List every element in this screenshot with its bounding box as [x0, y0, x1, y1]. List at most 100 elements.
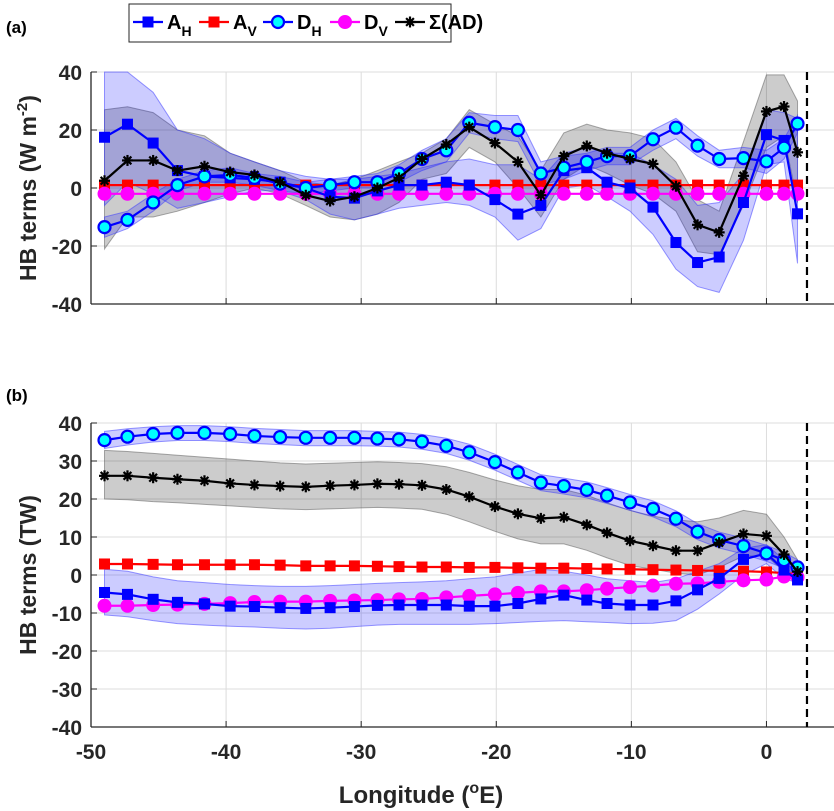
data-point-sum: [601, 527, 613, 539]
data-point-dh: [579, 482, 594, 497]
data-point-sum: [792, 566, 804, 578]
legend-item-dv[interactable]: DV: [330, 12, 388, 39]
data-point-dh: [690, 524, 705, 539]
data-point-dh: [690, 138, 705, 153]
data-point-sum: [416, 153, 428, 165]
data-point-ah: [670, 595, 682, 607]
data-point-av: [121, 179, 133, 191]
data-point-sum: [489, 137, 501, 149]
y-tick-label: -40: [52, 294, 82, 317]
series-dv: [97, 186, 805, 201]
data-point-sum: [778, 548, 790, 560]
data-point-ah: [489, 600, 501, 612]
data-point-av: [535, 562, 547, 574]
data-point-sum: [171, 473, 183, 485]
data-point-dh: [370, 431, 385, 446]
data-point-sum: [670, 545, 682, 557]
data-point-ah: [713, 572, 725, 584]
data-point-av: [760, 179, 772, 191]
data-point-dh: [487, 455, 503, 470]
series-a: [97, 101, 805, 269]
data-point-av: [737, 565, 749, 577]
data-point-av: [224, 559, 236, 571]
legend-marker-dh: [270, 14, 286, 30]
data-point-dh: [273, 429, 288, 445]
legend-label: Σ(AD): [429, 12, 483, 34]
data-point-sum: [512, 156, 524, 168]
data-point-sum: [463, 121, 475, 133]
data-point-dh: [736, 539, 751, 554]
data-point-dh: [712, 151, 727, 167]
data-point-dv: [223, 186, 238, 201]
legend-item-ah[interactable]: AH: [133, 12, 192, 39]
data-point-dh: [645, 132, 661, 147]
data-point-sum: [324, 480, 336, 492]
data-point-ah: [198, 598, 210, 610]
data-point-av: [440, 561, 452, 573]
series-sum: [99, 470, 804, 578]
data-point-av: [713, 565, 725, 577]
data-point-sum: [198, 475, 210, 487]
data-point-ah: [393, 179, 405, 191]
legend-item-dh[interactable]: DH: [263, 12, 322, 39]
data-point-av: [581, 179, 593, 191]
data-point-sum: [760, 530, 772, 542]
data-point-dh: [759, 546, 774, 561]
data-point-sum: [440, 139, 452, 150]
data-point-sum: [760, 105, 772, 117]
data-point-dh: [556, 478, 571, 494]
data-point-dv: [439, 186, 454, 201]
x-tick-label: 0: [761, 741, 773, 764]
data-point-sum: [300, 189, 312, 201]
data-point-sum: [393, 478, 405, 490]
data-point-dh: [170, 178, 185, 193]
data-point-ah: [792, 208, 804, 220]
data-point-dh: [223, 426, 238, 442]
data-point-dh: [776, 140, 792, 155]
data-point-av: [760, 566, 772, 578]
data-point-av: [274, 559, 286, 571]
data-point-dh: [645, 501, 661, 516]
legend: AH AV DH DV Σ(AD): [128, 3, 483, 43]
data-point-av: [792, 179, 804, 191]
data-point-dv: [690, 186, 705, 201]
legend-label: AH: [167, 12, 192, 39]
data-point-ah: [393, 599, 405, 611]
data-point-ah: [737, 197, 749, 208]
data-point-sum: [248, 169, 260, 181]
data-point-sum: [121, 470, 133, 482]
data-point-ah: [601, 176, 613, 188]
data-point-dh: [323, 430, 338, 445]
data-point-dv: [777, 186, 792, 201]
data-point-av: [581, 563, 593, 575]
data-point-sum: [670, 180, 682, 192]
data-point-av: [248, 179, 260, 191]
data-point-sum: [371, 478, 383, 490]
band-dh: [104, 112, 799, 239]
data-point-dh: [146, 426, 161, 442]
x-tick-label: -10: [616, 741, 646, 764]
y-tick-label: 20: [59, 489, 82, 512]
data-point-sum: [147, 472, 159, 484]
data-point-dh: [414, 434, 430, 449]
data-point-dh: [668, 120, 684, 135]
series-sum: [99, 101, 804, 238]
data-point-ah: [692, 257, 704, 269]
data-point-dh: [197, 425, 212, 440]
data-point-ah: [121, 118, 133, 130]
legend-item-sum[interactable]: Σ(AD): [395, 12, 483, 34]
data-point-sum: [692, 219, 704, 231]
data-point-av: [248, 559, 260, 571]
data-point-av: [147, 558, 159, 570]
y-tick-label: 40: [59, 413, 82, 436]
data-point-ah: [692, 584, 704, 596]
data-point-dv: [462, 588, 477, 603]
data-point-av: [463, 561, 475, 573]
data-point-sum: [647, 158, 659, 170]
legend-item-av[interactable]: AV: [199, 12, 257, 39]
y-tick-label: -20: [52, 236, 82, 259]
data-point-av: [692, 564, 704, 576]
data-point-ah: [778, 564, 790, 576]
x-axis-label: Longitude (oE): [339, 780, 503, 809]
data-point-av: [198, 179, 210, 191]
